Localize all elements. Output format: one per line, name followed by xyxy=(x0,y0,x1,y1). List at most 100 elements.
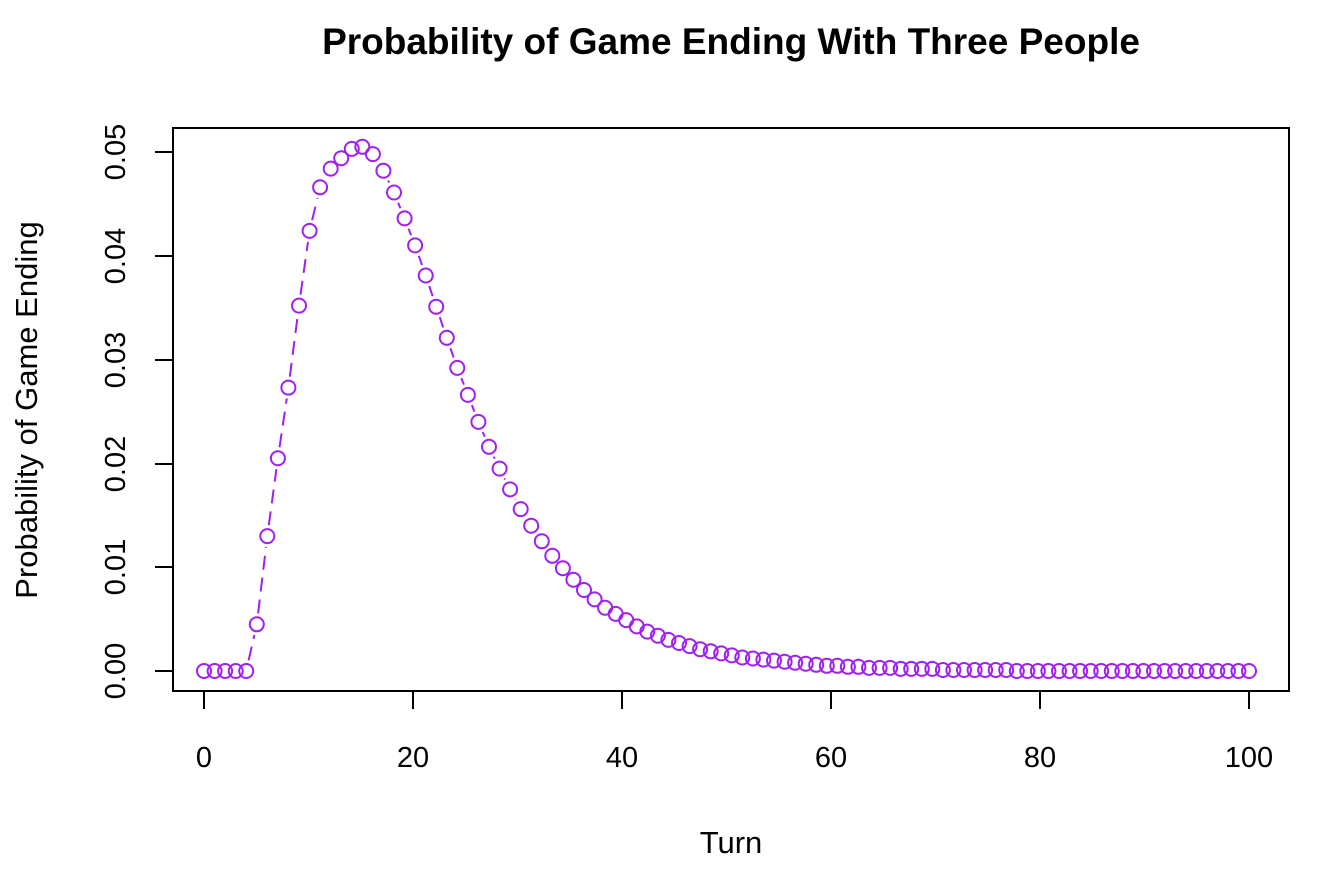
data-point xyxy=(882,659,899,676)
data-point xyxy=(354,138,371,155)
data-point xyxy=(301,222,318,239)
data-point xyxy=(861,659,877,676)
y-tick-label: 0.05 xyxy=(100,124,132,180)
data-point xyxy=(744,650,761,667)
data-point xyxy=(607,605,624,622)
data-point xyxy=(713,645,730,662)
x-tick-label: 0 xyxy=(196,742,212,774)
data-point xyxy=(586,591,603,608)
data-point xyxy=(839,658,856,675)
data-point xyxy=(396,210,413,227)
data-point xyxy=(565,571,582,588)
data-point xyxy=(766,652,782,669)
data-point xyxy=(787,654,804,671)
data-point xyxy=(829,657,846,674)
series-segment xyxy=(299,241,309,295)
data-point xyxy=(417,267,434,284)
x-axis-label: Turn xyxy=(700,825,763,860)
data-point xyxy=(1241,663,1257,679)
series-line xyxy=(247,180,517,661)
chart-title: Probability of Game Ending With Three Pe… xyxy=(322,21,1140,62)
data-point xyxy=(723,647,740,664)
series-segment xyxy=(288,316,299,377)
data-point xyxy=(903,660,920,677)
data-point xyxy=(998,662,1015,678)
data-point xyxy=(554,560,571,577)
x-tick-label: 60 xyxy=(815,742,847,774)
series-segment xyxy=(460,377,465,385)
data-point xyxy=(1177,663,1194,679)
data-point xyxy=(502,481,519,498)
data-point xyxy=(966,662,983,678)
data-point xyxy=(1230,663,1247,679)
series-segment xyxy=(492,456,496,460)
data-point xyxy=(1167,663,1184,679)
data-point xyxy=(1040,663,1057,679)
x-tick-label: 80 xyxy=(1024,742,1056,774)
data-point xyxy=(1061,663,1078,679)
series-segment xyxy=(247,634,256,661)
data-point xyxy=(956,662,972,678)
data-point xyxy=(945,662,962,678)
data-point xyxy=(649,627,666,644)
series-segment xyxy=(503,477,506,480)
data-point xyxy=(1051,663,1067,679)
data-point xyxy=(734,649,751,666)
data-point xyxy=(544,547,561,564)
data-point xyxy=(1188,663,1205,679)
x-tick-label: 20 xyxy=(397,742,429,774)
series-segment xyxy=(407,228,413,236)
data-point xyxy=(364,146,381,163)
data-point xyxy=(977,662,994,678)
data-point xyxy=(217,663,234,679)
data-point xyxy=(248,616,265,633)
data-point xyxy=(1209,663,1226,679)
data-point xyxy=(1219,663,1236,679)
data-point xyxy=(1135,663,1152,679)
series-segment xyxy=(257,546,267,614)
data-point xyxy=(934,662,951,678)
y-tick-label: 0.00 xyxy=(100,643,132,699)
data-point xyxy=(428,298,445,315)
data-point xyxy=(576,582,592,598)
data-point xyxy=(459,386,476,403)
y-tick-label: 0.04 xyxy=(100,228,132,284)
data-point xyxy=(312,179,329,196)
data-point xyxy=(818,657,835,674)
data-point xyxy=(776,653,793,670)
series-segment xyxy=(417,255,423,266)
data-point xyxy=(1156,663,1173,679)
y-axis-label: Probability of Game Ending xyxy=(9,221,44,598)
data-point xyxy=(618,612,635,629)
y-tick-label: 0.02 xyxy=(100,436,132,492)
data-point xyxy=(333,150,350,167)
data-point xyxy=(386,184,402,201)
data-point xyxy=(491,460,508,477)
data-point xyxy=(850,658,867,675)
data-point xyxy=(343,140,360,157)
y-tick-label: 0.01 xyxy=(100,539,132,595)
data-point xyxy=(407,237,424,254)
data-point xyxy=(987,662,1004,678)
data-point xyxy=(1124,663,1141,679)
data-point xyxy=(470,413,487,430)
data-point xyxy=(1082,663,1099,679)
x-axis: 0 20 40 60 80 100 xyxy=(196,690,1273,774)
plot-frame xyxy=(172,127,1290,692)
series-points xyxy=(196,138,1257,679)
data-point xyxy=(702,643,719,660)
data-point xyxy=(671,635,687,651)
data-point xyxy=(1008,663,1025,679)
series-segment xyxy=(449,347,455,358)
series-segment xyxy=(387,180,391,184)
data-point xyxy=(1093,663,1110,679)
series-segment xyxy=(438,316,445,328)
data-point xyxy=(1114,663,1131,679)
data-point xyxy=(280,379,297,396)
data-point xyxy=(523,517,540,534)
data-point xyxy=(597,599,614,616)
data-point xyxy=(269,450,286,467)
series-segment xyxy=(311,197,319,221)
y-axis: 0.00 0.01 0.02 0.03 0.04 0.05 xyxy=(100,124,174,699)
